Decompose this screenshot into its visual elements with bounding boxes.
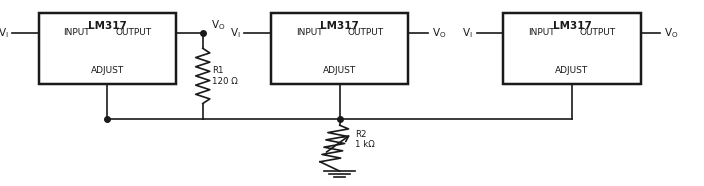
Text: LM317: LM317 (88, 21, 127, 31)
Text: ADJUST: ADJUST (323, 66, 356, 76)
Text: LM317: LM317 (320, 21, 359, 31)
Text: V$_{\mathsf{I}}$: V$_{\mathsf{I}}$ (0, 26, 8, 40)
Text: R2
1 kΩ: R2 1 kΩ (356, 130, 375, 149)
Text: V$_{\mathsf{I}}$: V$_{\mathsf{I}}$ (463, 26, 473, 40)
Text: ADJUST: ADJUST (555, 66, 589, 76)
Bar (39, 13, 176, 84)
Text: OUTPUT: OUTPUT (348, 28, 384, 37)
Text: ADJUST: ADJUST (91, 66, 124, 76)
Text: OUTPUT: OUTPUT (115, 28, 151, 37)
Text: INPUT: INPUT (296, 28, 322, 37)
Text: V$_{\mathsf{O}}$: V$_{\mathsf{O}}$ (432, 26, 446, 40)
Text: INPUT: INPUT (63, 28, 90, 37)
Bar (503, 13, 641, 84)
Text: INPUT: INPUT (528, 28, 555, 37)
Text: LM317: LM317 (553, 21, 591, 31)
Text: V$_{\mathsf{O}}$: V$_{\mathsf{O}}$ (664, 26, 679, 40)
Bar (271, 13, 408, 84)
Text: V$_{\mathsf{I}}$: V$_{\mathsf{I}}$ (230, 26, 241, 40)
Text: V$_{\mathsf{O}}$: V$_{\mathsf{O}}$ (211, 18, 226, 32)
Text: R1
120 Ω: R1 120 Ω (212, 66, 238, 86)
Text: OUTPUT: OUTPUT (580, 28, 616, 37)
